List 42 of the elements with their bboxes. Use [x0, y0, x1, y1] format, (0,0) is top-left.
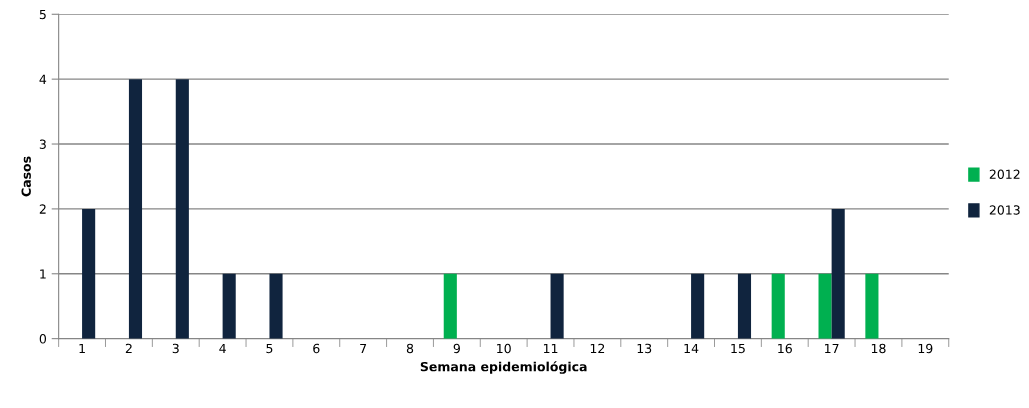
bar	[175, 79, 189, 339]
y-axis-title: Casos	[21, 156, 31, 197]
y-tick-label: 2	[39, 204, 46, 214]
x-tick-label: 1	[79, 343, 85, 353]
x-tick-label: 12	[590, 343, 605, 353]
x-tick-label: 17	[825, 343, 839, 353]
x-tick-label: 10	[497, 343, 511, 354]
bar	[818, 273, 832, 339]
x-tick-label: 13	[637, 343, 652, 354]
x-tick-label: 14	[684, 343, 699, 353]
x-tick-label: 9	[453, 343, 460, 354]
x-tick-label: 19	[918, 343, 933, 354]
y-tick-label: 4	[39, 74, 47, 84]
bar	[831, 208, 845, 339]
bar	[771, 273, 785, 339]
bar	[269, 273, 283, 339]
x-tick-label: 15	[731, 343, 745, 354]
legend-label: 2012	[989, 169, 1020, 180]
bar	[443, 273, 457, 339]
x-tick-label: 3	[172, 343, 179, 354]
y-tick-label: 1	[40, 269, 46, 279]
x-tick-label: 16	[778, 343, 792, 354]
x-tick-label: 8	[406, 343, 414, 354]
x-tick-label: 7	[360, 343, 367, 353]
x-tick-label: 11	[543, 343, 558, 353]
x-axis-title: Semana epidemiológica	[420, 361, 587, 374]
x-tick-label: 5	[266, 343, 273, 354]
y-tick-label: 0	[39, 334, 47, 344]
bar	[222, 273, 236, 339]
bar	[865, 273, 879, 339]
y-tick-label: 3	[39, 139, 46, 149]
x-tick-label: 2	[125, 343, 132, 353]
bar	[128, 79, 143, 339]
bar	[82, 208, 96, 339]
x-tick-label: 4	[219, 343, 226, 353]
bar	[550, 273, 564, 339]
y-tick-label: 5	[39, 9, 46, 20]
bar	[737, 273, 752, 339]
legend-label: 2013	[989, 205, 1020, 215]
x-tick-label: 18	[871, 343, 886, 354]
bar	[691, 273, 705, 339]
x-tick-label: 6	[313, 343, 320, 354]
